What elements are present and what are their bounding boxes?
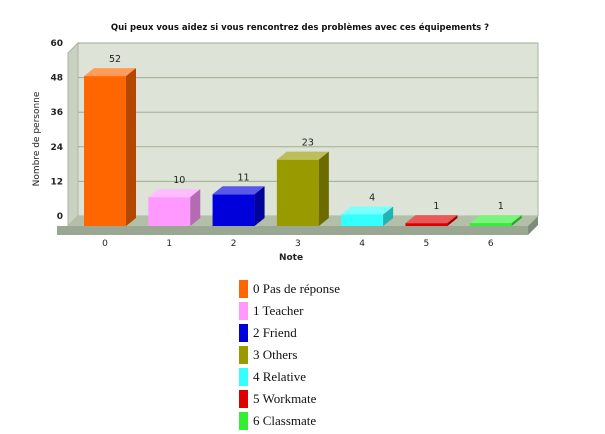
legend-swatch bbox=[239, 280, 248, 298]
legend-label: 1 Teacher bbox=[253, 303, 304, 318]
data-label: 4 bbox=[369, 192, 375, 203]
bar-top bbox=[212, 186, 265, 195]
legend-item: 3 Others bbox=[239, 344, 340, 366]
x-tick-label: 2 bbox=[231, 239, 237, 249]
bar-4: 4 bbox=[341, 192, 394, 226]
legend-swatch bbox=[239, 346, 248, 364]
data-label: 10 bbox=[173, 175, 185, 186]
x-tick-label: 4 bbox=[359, 239, 365, 249]
bar-top bbox=[469, 215, 522, 224]
bar-front bbox=[84, 76, 126, 226]
legend-swatch bbox=[239, 390, 248, 408]
bar-front bbox=[341, 214, 384, 226]
data-label: 1 bbox=[498, 201, 504, 212]
bar-front bbox=[276, 159, 319, 226]
data-label: 52 bbox=[109, 54, 121, 65]
bar-0: 52 bbox=[84, 54, 136, 226]
legend-label: 6 Classmate bbox=[253, 413, 317, 428]
legend-item: 0 Pas de réponse bbox=[239, 278, 340, 300]
bar-1: 10 bbox=[148, 175, 201, 226]
bar-top bbox=[405, 215, 458, 224]
x-axis-ticks: 0 1 2 3 4 5 6 bbox=[102, 239, 494, 249]
x-tick-label: 6 bbox=[488, 239, 494, 249]
bar-side bbox=[383, 206, 394, 226]
y-tick-label: 0 bbox=[57, 212, 63, 222]
legend-swatch bbox=[239, 302, 248, 320]
bar-top bbox=[276, 151, 329, 160]
bar-side bbox=[447, 215, 458, 226]
legend-label: 0 Pas de réponse bbox=[253, 281, 341, 296]
y-tick-label: 36 bbox=[50, 108, 63, 118]
bar-3: 23 bbox=[276, 138, 329, 226]
y-tick-label: 48 bbox=[50, 74, 63, 84]
bar-front bbox=[405, 223, 448, 226]
legend-swatch bbox=[239, 324, 248, 342]
chart-title: Qui peux vous aidez si vous rencontrez d… bbox=[111, 22, 489, 33]
bar-2: 11 bbox=[212, 172, 265, 226]
legend-label: 4 Relative bbox=[253, 369, 307, 384]
floor-front bbox=[57, 226, 528, 235]
data-label: 11 bbox=[238, 172, 250, 183]
y-tick-label: 24 bbox=[50, 143, 63, 153]
x-tick-label: 5 bbox=[424, 239, 430, 249]
bar-top bbox=[84, 68, 136, 77]
bar-front bbox=[148, 197, 191, 226]
x-tick-label: 3 bbox=[295, 239, 301, 249]
bar-side bbox=[511, 215, 522, 226]
data-label: 1 bbox=[433, 201, 439, 212]
x-tick-label: 1 bbox=[166, 239, 172, 249]
y-axis-label: Nombre de personne bbox=[32, 91, 42, 186]
legend: 0 Pas de réponse 1 Teacher 2 Friend 3 Other… bbox=[239, 278, 340, 432]
bar-chart: Qui peux vous aidez si vous rencontrez d… bbox=[32, 22, 539, 263]
legend-swatch bbox=[239, 412, 248, 430]
legend-item: 4 Relative bbox=[239, 366, 340, 388]
bar-6: 1 bbox=[469, 201, 522, 226]
legend-swatch bbox=[239, 368, 248, 386]
y-tick-label: 60 bbox=[50, 39, 63, 49]
legend-item: 2 Friend bbox=[239, 322, 340, 344]
x-axis-label: Note bbox=[279, 253, 303, 263]
bar-side bbox=[318, 151, 329, 226]
y-axis-ticks: 0 12 24 36 48 60 bbox=[50, 39, 63, 222]
side-wall bbox=[67, 41, 79, 228]
legend-item: 6 Classmate bbox=[239, 410, 340, 432]
bar-5: 1 bbox=[405, 201, 458, 226]
floor-side bbox=[528, 216, 538, 235]
x-tick-label: 0 bbox=[102, 239, 108, 249]
bar-side bbox=[254, 186, 265, 226]
legend-label: 2 Friend bbox=[253, 325, 297, 340]
y-tick-label: 12 bbox=[50, 177, 63, 187]
bar-top bbox=[148, 189, 201, 198]
bar-front bbox=[212, 194, 255, 226]
legend-label: 5 Workmate bbox=[253, 391, 317, 406]
bar-side bbox=[126, 68, 136, 226]
bar-side bbox=[190, 189, 201, 226]
legend-label: 3 Others bbox=[253, 347, 298, 362]
grid-lines bbox=[78, 42, 538, 182]
bar-front bbox=[469, 223, 512, 226]
legend-item: 1 Teacher bbox=[239, 300, 340, 322]
data-label: 23 bbox=[302, 138, 314, 149]
bar-top bbox=[341, 206, 394, 215]
legend-item: 5 Workmate bbox=[239, 388, 340, 410]
